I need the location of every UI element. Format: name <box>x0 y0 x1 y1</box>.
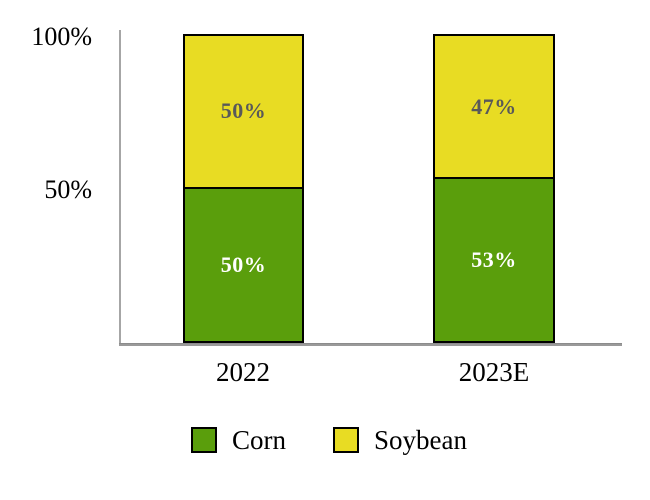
bar-2022-corn-value-label: 50% <box>220 251 267 277</box>
y-axis-tick-100: 100% <box>31 22 92 51</box>
bar-2022-corn-segment: 50% <box>185 188 302 341</box>
y-axis-tick-50: 50% <box>44 175 92 204</box>
y-axis-line <box>119 30 121 345</box>
corn-legend-swatch <box>191 427 217 453</box>
x-axis-label-2023e: 2023E <box>458 357 530 387</box>
bar-2022: 50% 50% <box>183 34 304 343</box>
x-axis-label-2022: 2022 <box>216 357 270 387</box>
bar-2022-soybean-value-label: 50% <box>220 98 267 124</box>
bar-2023e-soybean-segment: 47% <box>435 36 553 180</box>
bar-2023e-corn-segment: 53% <box>435 179 553 341</box>
bar-2023e-soybean-value-label: 47% <box>471 93 517 119</box>
soybean-legend-swatch <box>333 427 359 453</box>
soybean-legend-label: Soybean <box>374 425 467 455</box>
corn-legend-label: Corn <box>232 425 286 455</box>
bar-2022-soybean-segment: 50% <box>185 36 302 189</box>
legend-item-soybean: Soybean <box>333 425 467 455</box>
x-axis-baseline <box>119 343 622 346</box>
legend-item-corn: Corn <box>191 425 286 455</box>
bar-2023e-corn-value-label: 53% <box>471 247 517 273</box>
bar-2023e: 47% 53% <box>433 34 555 343</box>
